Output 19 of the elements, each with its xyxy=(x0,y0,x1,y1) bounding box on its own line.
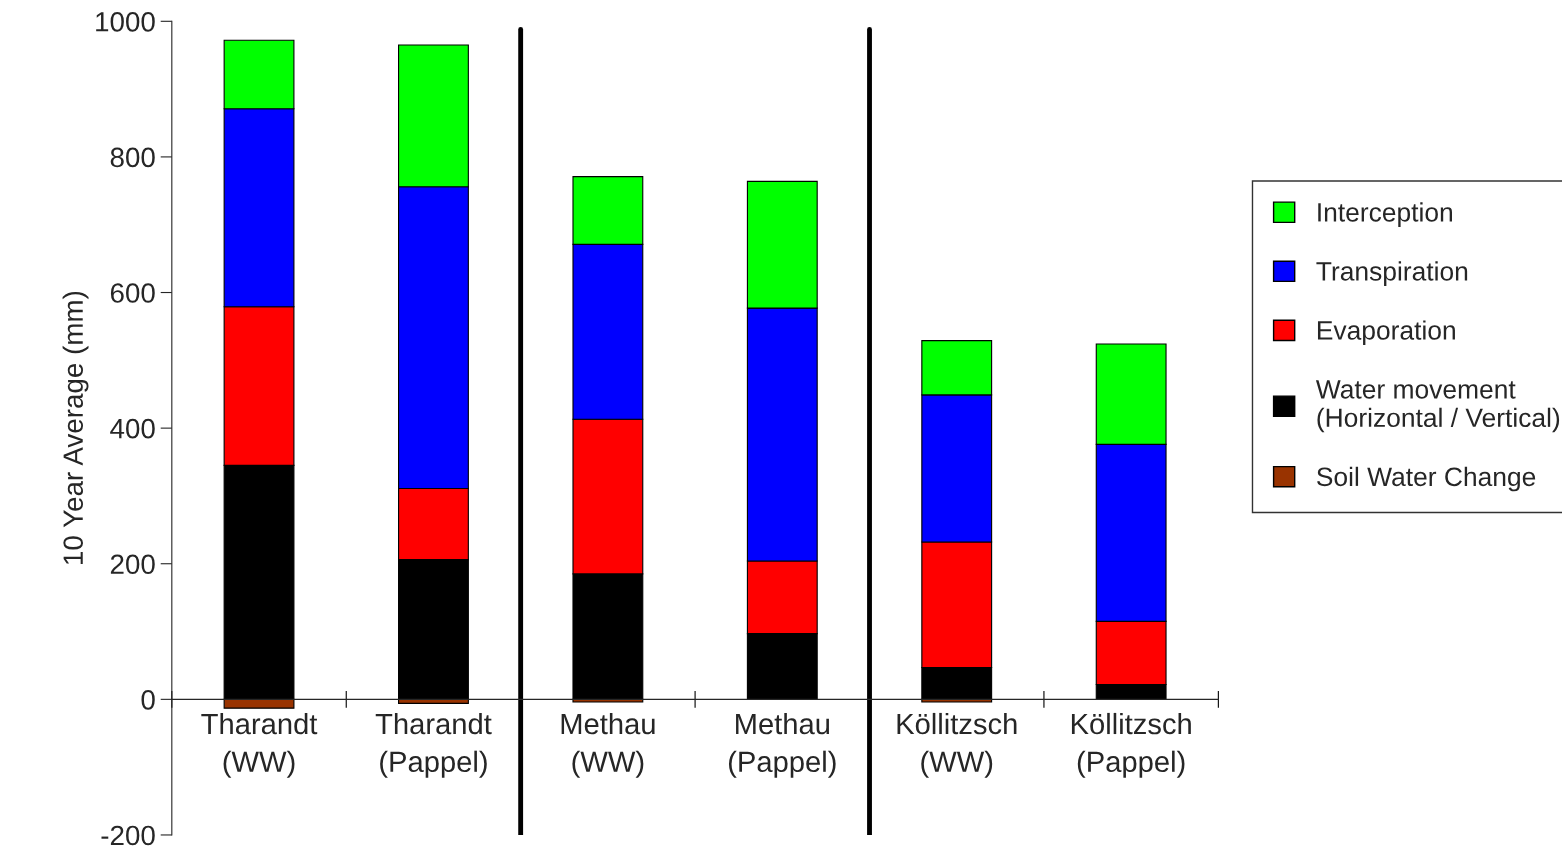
y-tick-label: 1000 xyxy=(96,11,155,32)
x-tick-label: Tharandt (WW) xyxy=(201,712,318,778)
y-tick-label: 200 xyxy=(110,554,155,575)
legend-label: Interception xyxy=(1318,202,1452,227)
x-tick-label: Köllitzsch (WW) xyxy=(897,712,1017,778)
y-tick-label: -200 xyxy=(101,825,155,846)
legend-label: Water movement (Horizontal / Vertical) xyxy=(1315,380,1560,433)
legend-label: Soil Water Change xyxy=(1317,466,1536,492)
y-axis-title: 10 Year Average (mm) xyxy=(62,291,89,564)
legend-label: Evaporation xyxy=(1317,320,1455,345)
y-tick-label: 800 xyxy=(110,147,155,168)
y-tick-label: 0 xyxy=(141,690,155,710)
x-tick-label: Köllitzsch (Pappel) xyxy=(1071,712,1191,778)
x-tick-label: Methau (Pappel) xyxy=(728,712,836,778)
y-tick-label: 400 xyxy=(110,418,155,439)
x-tick-label: Methau (WW) xyxy=(561,712,655,778)
legend-label: Transpiration xyxy=(1316,261,1468,286)
y-tick-label: 600 xyxy=(110,283,155,303)
x-tick-label: Tharandt (Pappel) xyxy=(375,712,492,778)
